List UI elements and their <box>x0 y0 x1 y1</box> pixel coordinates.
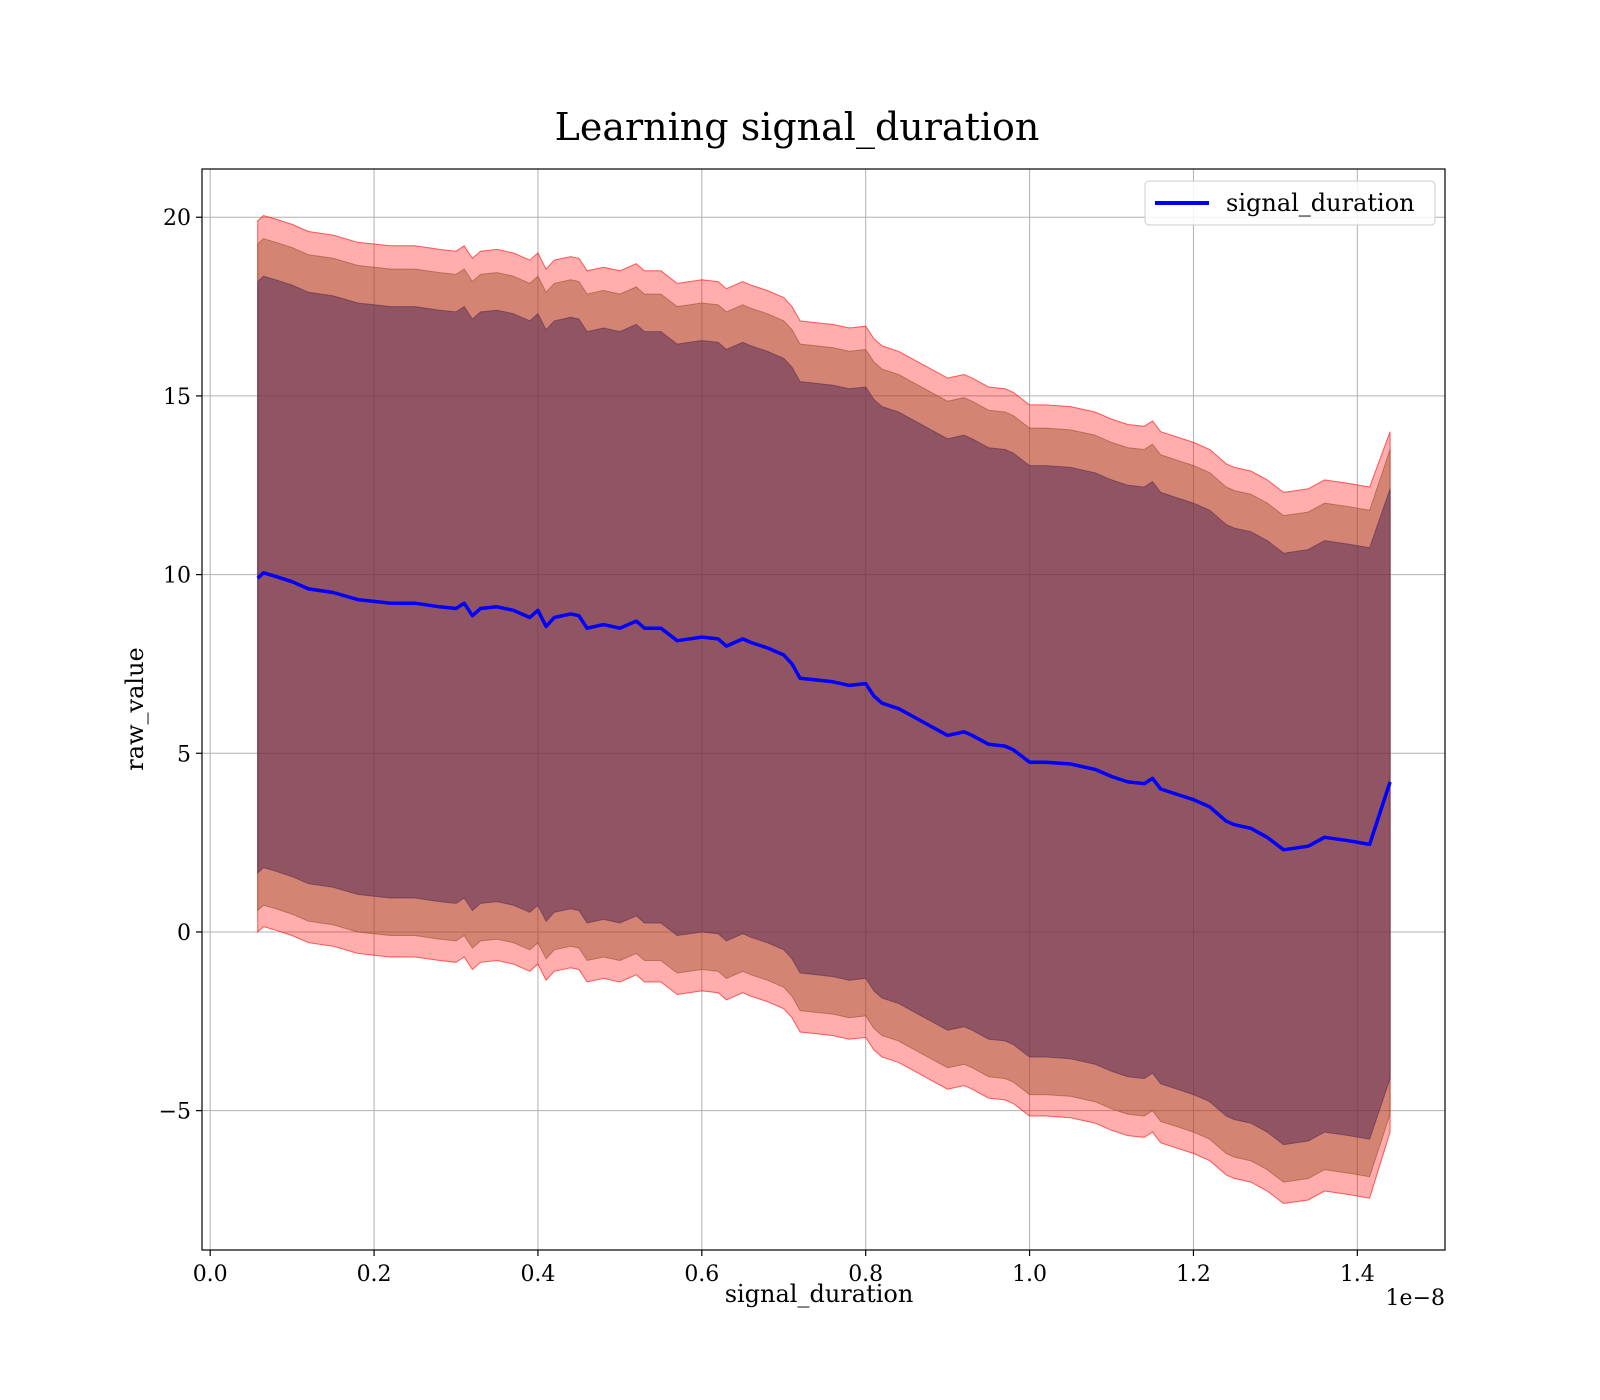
x-tick-label: 0.4 <box>520 1262 555 1287</box>
y-tick-label: −5 <box>159 1100 191 1125</box>
legend-box <box>1144 180 1436 226</box>
y-tick-label: 10 <box>163 564 191 589</box>
x-tick-label: 0.2 <box>357 1262 392 1287</box>
legend-label: signal_duration <box>1226 189 1415 217</box>
y-tick-label: 0 <box>177 921 191 946</box>
y-tick-label: 20 <box>163 206 191 231</box>
series-lines <box>256 571 1392 852</box>
series-line-signal-duration <box>256 571 1392 852</box>
x-tick-label: 1.2 <box>1176 1262 1211 1287</box>
y-tick-label: 15 <box>163 385 191 410</box>
y-tick-label: 5 <box>177 742 191 767</box>
x-tick-label: 1.4 <box>1340 1262 1375 1287</box>
legend: signal_duration <box>1144 180 1436 226</box>
x-tick-label: 0.6 <box>684 1262 719 1287</box>
x-axis-label: signal_duration <box>725 1280 914 1308</box>
x-tick-label: 0.0 <box>193 1262 228 1287</box>
confidence-bands <box>257 214 1391 1205</box>
y-axis-ticks: −5 0 5 10 15 20 <box>159 206 202 1125</box>
y-axis-label: raw_value <box>121 647 149 771</box>
chart-title: Learning signal_duration <box>555 105 1040 150</box>
band-inner <box>257 275 1391 1146</box>
plot-frame <box>201 168 1446 1251</box>
x-axis-ticks: 0.0 0.2 0.4 0.6 0.8 1.0 1.2 1.4 <box>193 1250 1375 1287</box>
x-axis-offset-label: 1e−8 <box>1386 1286 1445 1311</box>
x-tick-label: 0.8 <box>848 1262 883 1287</box>
x-tick-label: 1.0 <box>1012 1262 1047 1287</box>
